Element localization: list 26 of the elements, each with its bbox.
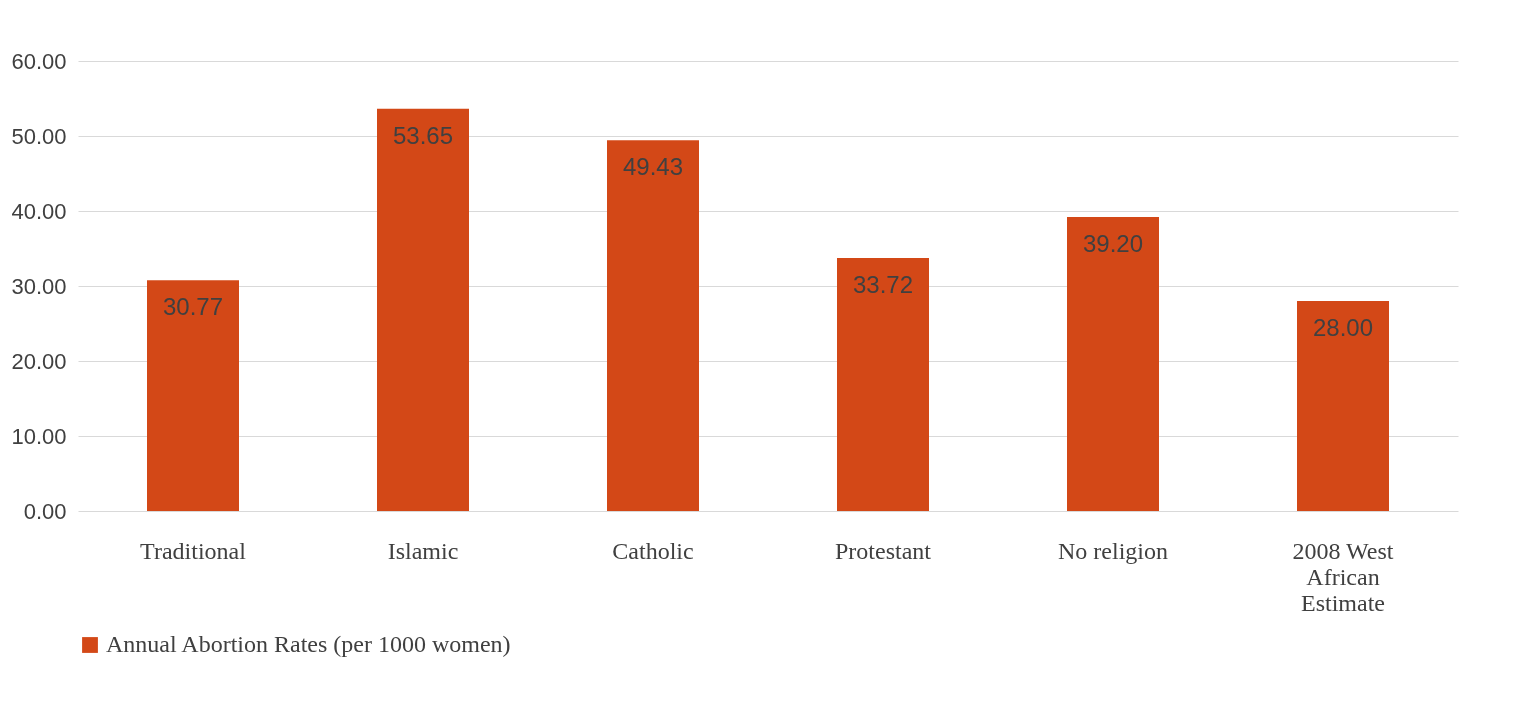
text: 53.65 [392, 121, 454, 149]
text: 39.20 [1082, 230, 1144, 257]
text: 33.72 [852, 271, 914, 299]
text: 49.43 [622, 153, 684, 181]
bar [377, 108, 469, 511]
y-tick-label: 60.00 [11, 48, 67, 74]
bar [837, 258, 929, 511]
legend-label: Annual Abortion Rates (per 1000 women) [106, 631, 511, 657]
y-tick-label: 10.00 [11, 423, 67, 449]
x-tick-label: Islamic [387, 537, 459, 564]
x-tick-label: Protestant [835, 537, 932, 564]
y-tick-label: 0.00 [23, 498, 67, 524]
text: 30.77 [162, 293, 224, 321]
bar [607, 140, 699, 511]
y-tick-label: 40.00 [11, 198, 67, 224]
text: 28.00 [1312, 314, 1374, 341]
x-tick-label: Traditional [140, 537, 247, 564]
y-tick-label: 30.00 [11, 273, 67, 299]
x-tick-label: 2008 West African Estimate [1292, 537, 1394, 616]
x-tick-label: No religion [1058, 537, 1168, 564]
bar [1067, 217, 1159, 511]
bar [1297, 301, 1389, 511]
y-tick-label: 50.00 [11, 123, 67, 149]
y-tick-label: 20.00 [11, 348, 67, 374]
x-tick-label: Catholic [612, 537, 694, 564]
bar [147, 280, 239, 511]
